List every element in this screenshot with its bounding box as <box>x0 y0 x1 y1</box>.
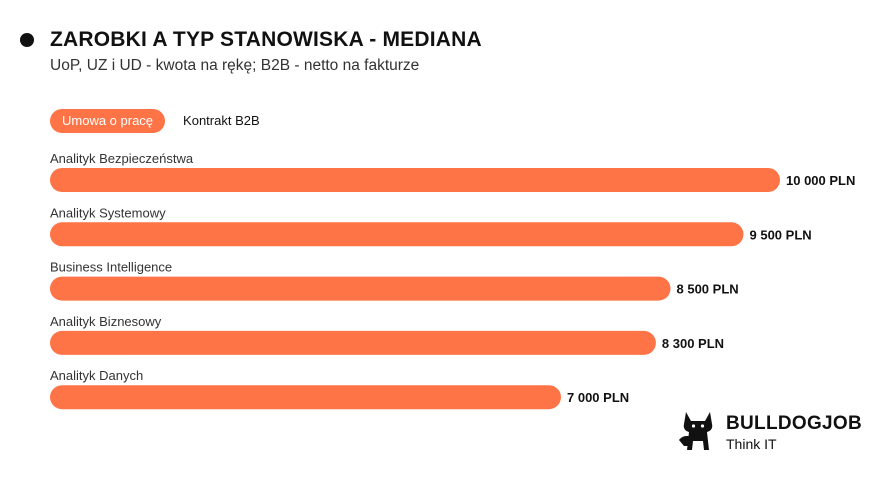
value-label: 9 500 PLN <box>750 227 812 242</box>
chart-subtitle: UoP, UZ i UD - kwota na rękę; B2B - nett… <box>50 57 420 74</box>
category-label: Analityk Bezpieczeństwa <box>50 151 194 166</box>
value-label: 8 300 PLN <box>662 336 724 351</box>
logo-tagline: Think IT <box>726 435 777 452</box>
category-label: Analityk Danych <box>50 368 143 383</box>
tab-umowa-o-prace[interactable]: Umowa o pracę <box>50 109 166 133</box>
value-label: 8 500 PLN <box>677 282 739 297</box>
title-bullet <box>20 33 34 47</box>
bar[interactable] <box>50 330 656 355</box>
chart-title: ZAROBKI A TYP STANOWISKA - MEDIANA <box>50 28 482 51</box>
bulldogjob-logo[interactable]: BULLDOGJOB Think IT <box>676 410 862 454</box>
category-label: Analityk Biznesowy <box>50 314 162 329</box>
bar[interactable] <box>50 276 671 301</box>
tab-kontrakt-b2b[interactable]: Kontrakt B2B <box>183 113 260 128</box>
logo-text: BULLDOGJOB Think IT <box>726 414 862 451</box>
title-row: ZAROBKI A TYP STANOWISKA - MEDIANA <box>20 28 482 52</box>
value-label: 10 000 PLN <box>786 173 855 188</box>
category-label: Business Intelligence <box>50 260 172 275</box>
bulldog-icon <box>679 412 713 450</box>
logo-brand: BULLDOGJOB <box>726 412 862 434</box>
salary-bar-chart: Analityk Bezpieczeństwa 10 000 PLN Anality… <box>50 151 855 410</box>
category-label: Analityk Systemowy <box>50 205 166 220</box>
bar[interactable] <box>50 168 780 192</box>
value-label: 7 000 PLN <box>567 390 629 405</box>
bar[interactable] <box>50 385 561 410</box>
bar[interactable] <box>50 222 744 247</box>
contract-tabs: Umowa o pracę Kontrakt B2B <box>50 109 272 133</box>
